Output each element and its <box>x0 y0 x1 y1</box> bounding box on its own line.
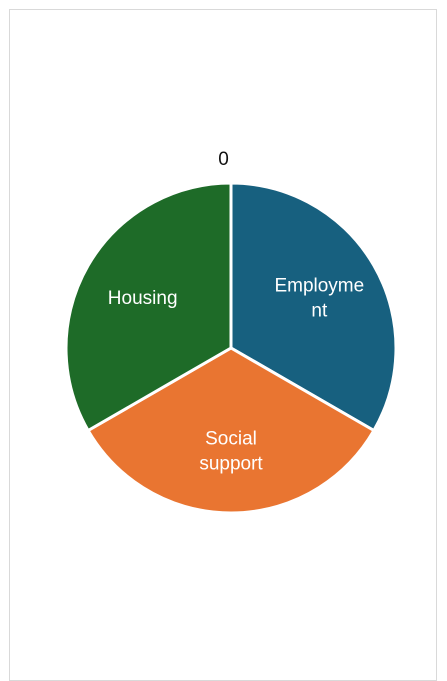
pie-label-employment: Employme nt <box>274 276 364 322</box>
pie-labels: Employme nt Social support Housing <box>108 276 364 475</box>
pie-slice-social-support <box>86 346 376 515</box>
pie-label-social-support: Social support <box>199 429 263 475</box>
pie-slice-employment <box>229 181 398 432</box>
pie-label-housing: Housing <box>108 288 178 309</box>
pie-slice-housing <box>64 181 233 432</box>
pie-slices <box>64 181 398 515</box>
chart-title: 0 <box>218 149 229 170</box>
